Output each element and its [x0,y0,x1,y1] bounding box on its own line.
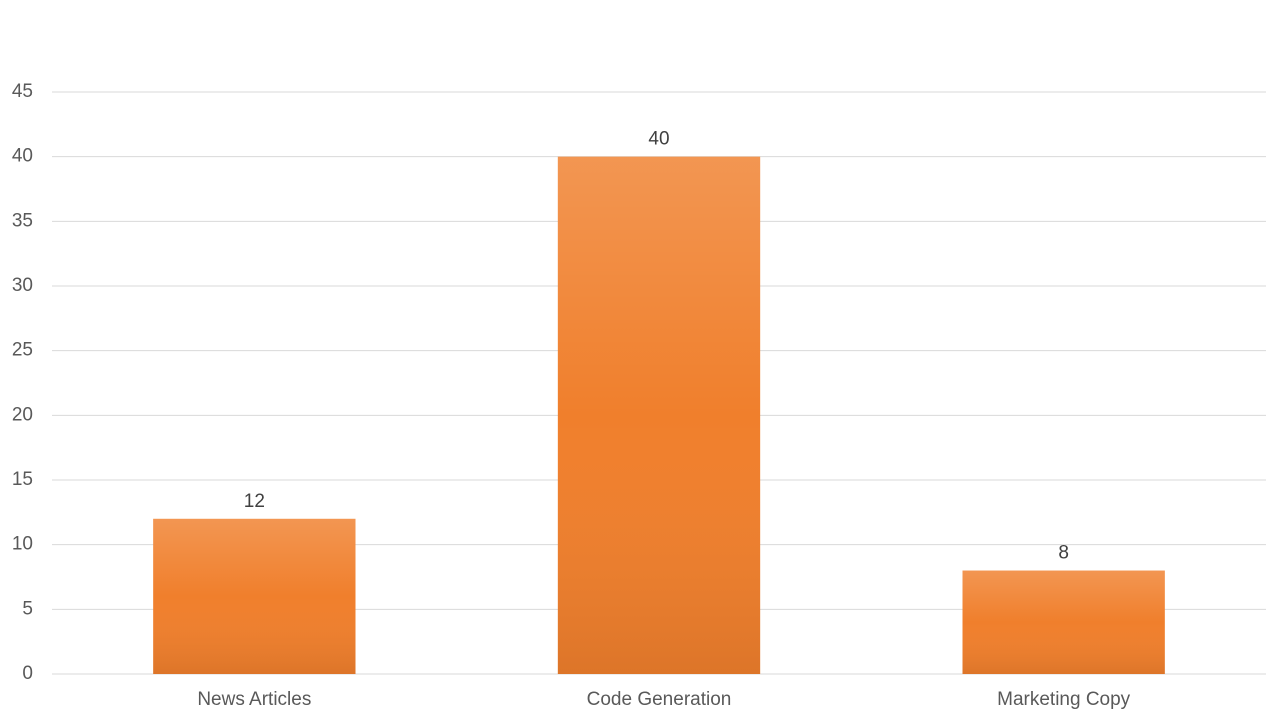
x-tick-label: News Articles [197,689,311,710]
y-tick-label: 45 [12,81,33,102]
x-tick-label: Marketing Copy [997,689,1131,710]
data-label: 12 [244,491,265,512]
bar [962,570,1165,674]
y-tick-label: 20 [12,404,33,425]
data-label: 40 [648,129,669,150]
y-tick-label: 30 [12,275,33,296]
y-tick-label: 25 [12,340,33,361]
data-label: 8 [1058,543,1069,564]
y-tick-label: 5 [22,598,33,619]
y-tick-label: 0 [22,663,33,684]
y-tick-label: 40 [12,146,33,167]
y-tick-label: 35 [12,210,33,231]
bar [153,518,356,674]
bar [557,156,761,674]
y-tick-label: 15 [12,469,33,490]
y-tick-label: 10 [12,534,33,555]
x-tick-label: Code Generation [587,689,732,710]
